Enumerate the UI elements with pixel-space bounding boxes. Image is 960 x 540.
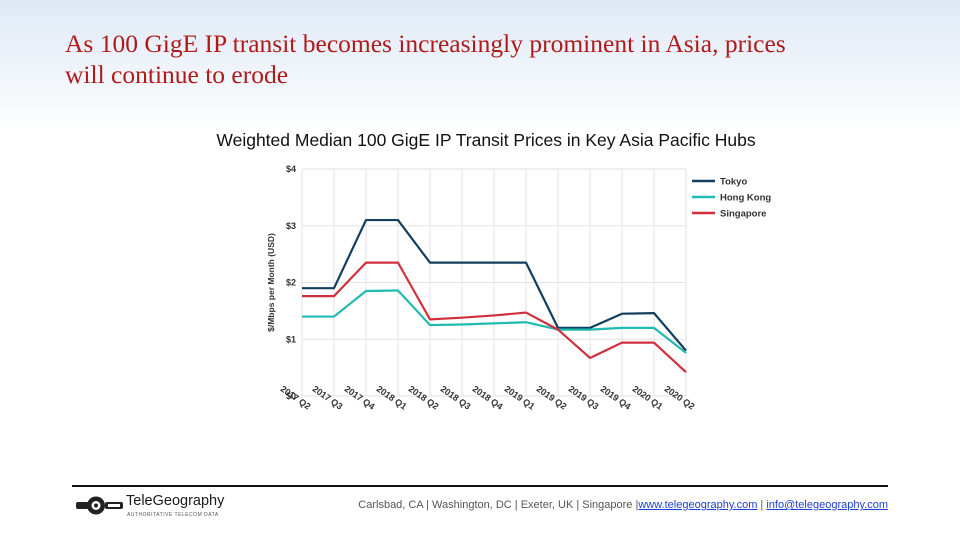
footer-locations: Carlsbad, CA | Washington, DC | Exeter, … xyxy=(358,499,639,511)
x-tick-label: 2020 Q1 xyxy=(631,384,665,412)
x-tick-label: 2019 Q3 xyxy=(567,384,601,412)
series-line-hong-kong xyxy=(302,289,687,354)
telegeography-logo-icon xyxy=(76,496,123,515)
slide-title-line-2: will continue to erode xyxy=(65,60,289,89)
logo-tagline: AUTHORITATIVE TELECOM DATA xyxy=(127,512,219,518)
logo-name: TeleGeography xyxy=(126,493,225,509)
legend-label-singapore: Singapore xyxy=(720,209,766,220)
y-axis-label: $/Mbps per Month (USD) xyxy=(266,233,276,332)
series-line-tokyo xyxy=(302,218,687,352)
slide-title-line-1: As 100 GigE IP transit becomes increasin… xyxy=(65,29,786,58)
website-link[interactable]: www.telegeography.com xyxy=(638,499,758,511)
x-tick-label: 2020 Q2 xyxy=(663,384,697,412)
x-tick-label: 2018 Q3 xyxy=(439,384,473,412)
x-tick-label: 2019 Q1 xyxy=(503,384,537,412)
footer-contact: Carlsbad, CA | Washington, DC | Exeter, … xyxy=(358,499,888,511)
chart-title: Weighted Median 100 GigE IP Transit Pric… xyxy=(216,130,756,150)
x-tick-label: 2017 Q4 xyxy=(343,384,377,412)
footer-separator: | xyxy=(760,499,764,511)
x-tick-label: 2017 Q2 xyxy=(279,384,313,412)
legend-label-hong-kong: Hong Kong xyxy=(720,193,771,204)
telegeography-logo: TeleGeography AUTHORITATIVE TELECOM DATA xyxy=(74,493,244,525)
y-tick-label: $4 xyxy=(286,164,296,174)
y-tick-label: $2 xyxy=(286,278,296,288)
legend-label-tokyo: Tokyo xyxy=(720,177,747,188)
slide-title: As 100 GigE IP transit becomes increasin… xyxy=(65,28,935,90)
x-tick-label: 2018 Q1 xyxy=(375,384,409,412)
x-tick-label: 2017 Q3 xyxy=(311,384,345,412)
y-tick-label: $1 xyxy=(286,334,296,344)
footer-divider xyxy=(72,485,888,487)
x-tick-label: 2018 Q2 xyxy=(407,384,441,412)
x-tick-label: 2018 Q4 xyxy=(471,384,505,412)
series-line-singapore xyxy=(302,261,687,373)
email-link[interactable]: info@telegeography.com xyxy=(766,499,888,511)
x-tick-label: 2019 Q4 xyxy=(599,384,633,412)
y-tick-label: $0 xyxy=(286,391,296,401)
x-tick-label: 2019 Q2 xyxy=(535,384,569,412)
y-tick-label: $3 xyxy=(286,221,296,231)
